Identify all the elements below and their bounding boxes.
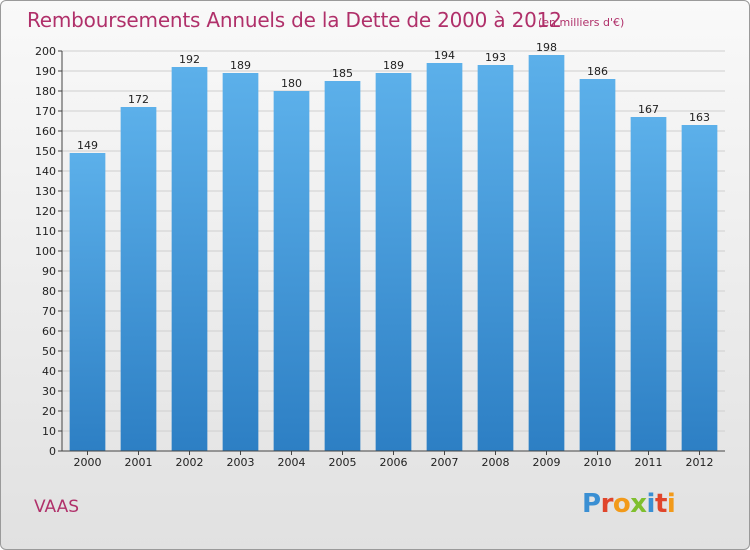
y-tick-label: 90: [42, 265, 56, 278]
data-label: 186: [587, 65, 608, 78]
x-tick-label: 2004: [278, 456, 306, 469]
bar: [681, 125, 718, 451]
y-tick-label: 50: [42, 345, 56, 358]
bar: [171, 67, 208, 451]
y-tick-label: 20: [42, 405, 56, 418]
logo-letter: i: [666, 489, 676, 519]
proxiti-logo: Proxiti: [582, 489, 676, 519]
data-label: 149: [77, 139, 98, 152]
bar: [477, 65, 514, 451]
y-tick-label: 130: [35, 185, 56, 198]
commune-name: VAAS: [34, 497, 80, 517]
x-tick-label: 2000: [74, 456, 102, 469]
data-label: 163: [689, 111, 710, 124]
y-tick-label: 120: [35, 205, 56, 218]
bar: [120, 107, 157, 451]
data-label: 198: [536, 41, 557, 54]
y-tick-label: 110: [35, 225, 56, 238]
y-tick-label: 150: [35, 145, 56, 158]
bar: [69, 153, 106, 451]
logo-letter: o: [612, 489, 631, 519]
x-tick-label: 2006: [380, 456, 408, 469]
y-tick-label: 160: [35, 125, 56, 138]
data-label: 172: [128, 93, 149, 106]
data-label: 185: [332, 67, 353, 80]
x-tick-label: 2002: [176, 456, 204, 469]
bar: [426, 63, 463, 451]
bar: [630, 117, 667, 451]
bar: [375, 73, 412, 451]
bar: [324, 81, 361, 451]
x-tick-label: 2009: [533, 456, 561, 469]
bar: [222, 73, 259, 451]
logo-letter: r: [600, 489, 614, 519]
y-tick-label: 190: [35, 65, 56, 78]
y-tick-label: 0: [49, 445, 56, 458]
axes: 0 10 20 30 40 50 60 70 80 90 100 110 120 130 140 150 160…: [35, 45, 725, 469]
x-tick-label: 2003: [227, 456, 255, 469]
logo-letter: x: [630, 489, 647, 519]
y-tick-label: 40: [42, 365, 56, 378]
y-tick-label: 70: [42, 305, 56, 318]
y-tick-label: 200: [35, 45, 56, 58]
data-label: 192: [179, 53, 200, 66]
x-tick-label: 2007: [431, 456, 459, 469]
data-label: 189: [383, 59, 404, 72]
bar: [528, 55, 565, 451]
bar: [273, 91, 310, 451]
bar: [579, 79, 616, 451]
y-tick-label: 180: [35, 85, 56, 98]
chart-subtitle: (en milliers d'€): [538, 16, 625, 29]
chart-title: Remboursements Annuels de la Dette de 20…: [27, 8, 562, 32]
logo-letter: t: [654, 489, 667, 519]
x-tick-label: 2008: [482, 456, 510, 469]
y-tick-label: 140: [35, 165, 56, 178]
data-label: 194: [434, 49, 455, 62]
y-tick-label: 30: [42, 385, 56, 398]
data-label: 193: [485, 51, 506, 64]
y-tick-label: 60: [42, 325, 56, 338]
data-label: 167: [638, 103, 659, 116]
bars: 149 172 192 189 180 185 189 194 193 198 186 167 163: [69, 41, 718, 451]
data-label: 189: [230, 59, 251, 72]
x-tick-label: 2011: [635, 456, 663, 469]
y-tick-label: 80: [42, 285, 56, 298]
y-tick-label: 170: [35, 105, 56, 118]
x-tick-label: 2001: [125, 456, 153, 469]
y-tick-label: 100: [35, 245, 56, 258]
logo-letter: i: [646, 489, 656, 519]
y-tick-label: 10: [42, 425, 56, 438]
logo-letter: P: [582, 489, 601, 519]
x-tick-label: 2010: [584, 456, 612, 469]
x-tick-label: 2005: [329, 456, 357, 469]
data-label: 180: [281, 77, 302, 90]
x-tick-label: 2012: [686, 456, 714, 469]
